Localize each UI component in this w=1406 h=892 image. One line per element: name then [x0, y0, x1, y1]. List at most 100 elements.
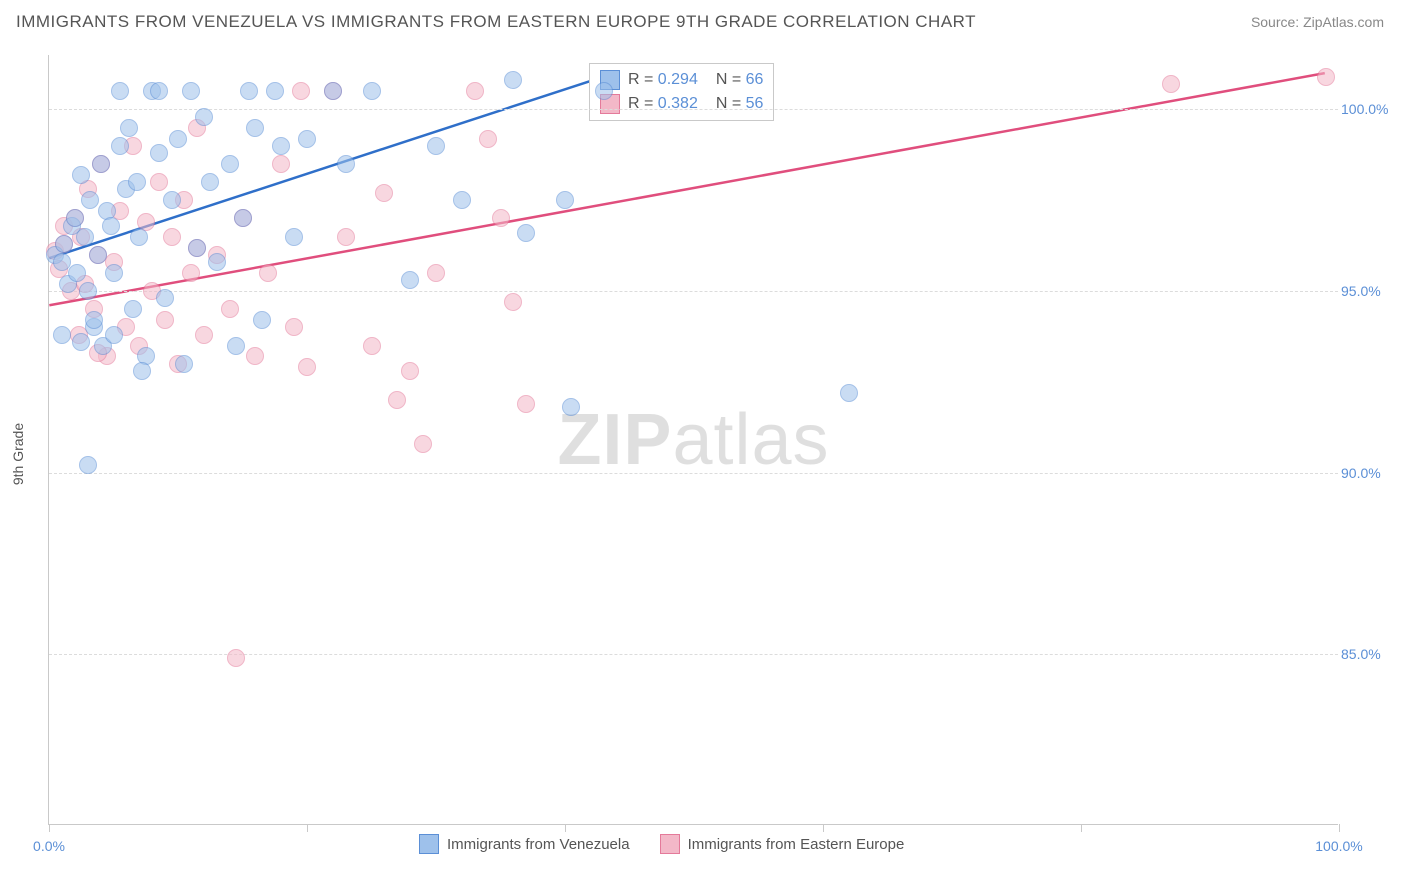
data-point	[111, 82, 129, 100]
data-point	[234, 209, 252, 227]
data-point	[266, 82, 284, 100]
data-point	[479, 130, 497, 148]
watermark: ZIPatlas	[557, 399, 829, 481]
x-tick	[823, 824, 824, 832]
data-point	[324, 82, 342, 100]
data-point	[337, 228, 355, 246]
data-point	[72, 333, 90, 351]
x-tick	[307, 824, 308, 832]
source-attribution: Source: ZipAtlas.com	[1251, 14, 1384, 30]
data-point	[298, 130, 316, 148]
gridline	[49, 109, 1338, 110]
data-point	[102, 217, 120, 235]
data-point	[427, 137, 445, 155]
x-tick	[49, 824, 50, 832]
data-point	[285, 228, 303, 246]
data-point	[840, 384, 858, 402]
data-point	[492, 209, 510, 227]
data-point	[156, 311, 174, 329]
data-point	[72, 166, 90, 184]
data-point	[285, 318, 303, 336]
data-point	[272, 137, 290, 155]
data-point	[195, 108, 213, 126]
data-point	[163, 228, 181, 246]
data-point	[120, 119, 138, 137]
data-point	[246, 347, 264, 365]
data-point	[253, 311, 271, 329]
data-point	[504, 293, 522, 311]
data-point	[182, 264, 200, 282]
data-point	[208, 253, 226, 271]
data-point	[466, 82, 484, 100]
y-tick-label: 95.0%	[1341, 283, 1396, 299]
legend-label: Immigrants from Venezuela	[447, 836, 630, 853]
data-point	[240, 82, 258, 100]
legend-swatch	[660, 834, 680, 854]
data-point	[66, 209, 84, 227]
data-point	[227, 649, 245, 667]
data-point	[76, 228, 94, 246]
data-point	[89, 246, 107, 264]
data-point	[363, 337, 381, 355]
chart-title: IMMIGRANTS FROM VENEZUELA VS IMMIGRANTS …	[16, 12, 976, 32]
data-point	[175, 355, 193, 373]
data-point	[337, 155, 355, 173]
data-point	[79, 282, 97, 300]
data-point	[81, 191, 99, 209]
legend-label: Immigrants from Eastern Europe	[688, 836, 905, 853]
data-point	[188, 239, 206, 257]
plot-area: ZIPatlas R = 0.294N = 66R = 0.382N = 56 …	[48, 55, 1338, 825]
stats-legend: R = 0.294N = 66R = 0.382N = 56	[589, 63, 774, 121]
watermark-atlas: atlas	[672, 400, 829, 480]
data-point	[221, 155, 239, 173]
data-point	[292, 82, 310, 100]
data-point	[517, 224, 535, 242]
x-tick	[1339, 824, 1340, 832]
data-point	[504, 71, 522, 89]
data-point	[128, 173, 146, 191]
x-tick-label: 100.0%	[1315, 838, 1362, 854]
data-point	[156, 289, 174, 307]
data-point	[259, 264, 277, 282]
data-point	[427, 264, 445, 282]
y-axis-label: 9th Grade	[10, 423, 26, 485]
data-point	[79, 456, 97, 474]
legend-r: R = 0.294	[628, 71, 698, 89]
legend-item: Immigrants from Venezuela	[419, 834, 630, 854]
data-point	[124, 300, 142, 318]
data-point	[246, 119, 264, 137]
y-tick-label: 90.0%	[1341, 465, 1396, 481]
data-point	[163, 191, 181, 209]
data-point	[414, 435, 432, 453]
data-point	[595, 82, 613, 100]
data-point	[130, 228, 148, 246]
data-point	[401, 271, 419, 289]
data-point	[562, 398, 580, 416]
x-tick	[1081, 824, 1082, 832]
data-point	[272, 155, 290, 173]
data-point	[150, 173, 168, 191]
data-point	[182, 82, 200, 100]
data-point	[221, 300, 239, 318]
legend-swatch	[419, 834, 439, 854]
data-point	[1317, 68, 1335, 86]
data-point	[111, 137, 129, 155]
data-point	[517, 395, 535, 413]
data-point	[85, 311, 103, 329]
source-link[interactable]: ZipAtlas.com	[1303, 14, 1384, 30]
stats-legend-row: R = 0.382N = 56	[600, 92, 763, 116]
data-point	[68, 264, 86, 282]
y-tick-label: 85.0%	[1341, 646, 1396, 662]
data-point	[55, 235, 73, 253]
data-point	[556, 191, 574, 209]
data-point	[133, 362, 151, 380]
data-point	[375, 184, 393, 202]
data-point	[1162, 75, 1180, 93]
regression-lines	[49, 55, 1338, 824]
data-point	[169, 130, 187, 148]
x-tick	[565, 824, 566, 832]
data-point	[92, 155, 110, 173]
data-point	[150, 144, 168, 162]
legend-item: Immigrants from Eastern Europe	[660, 834, 905, 854]
gridline	[49, 473, 1338, 474]
